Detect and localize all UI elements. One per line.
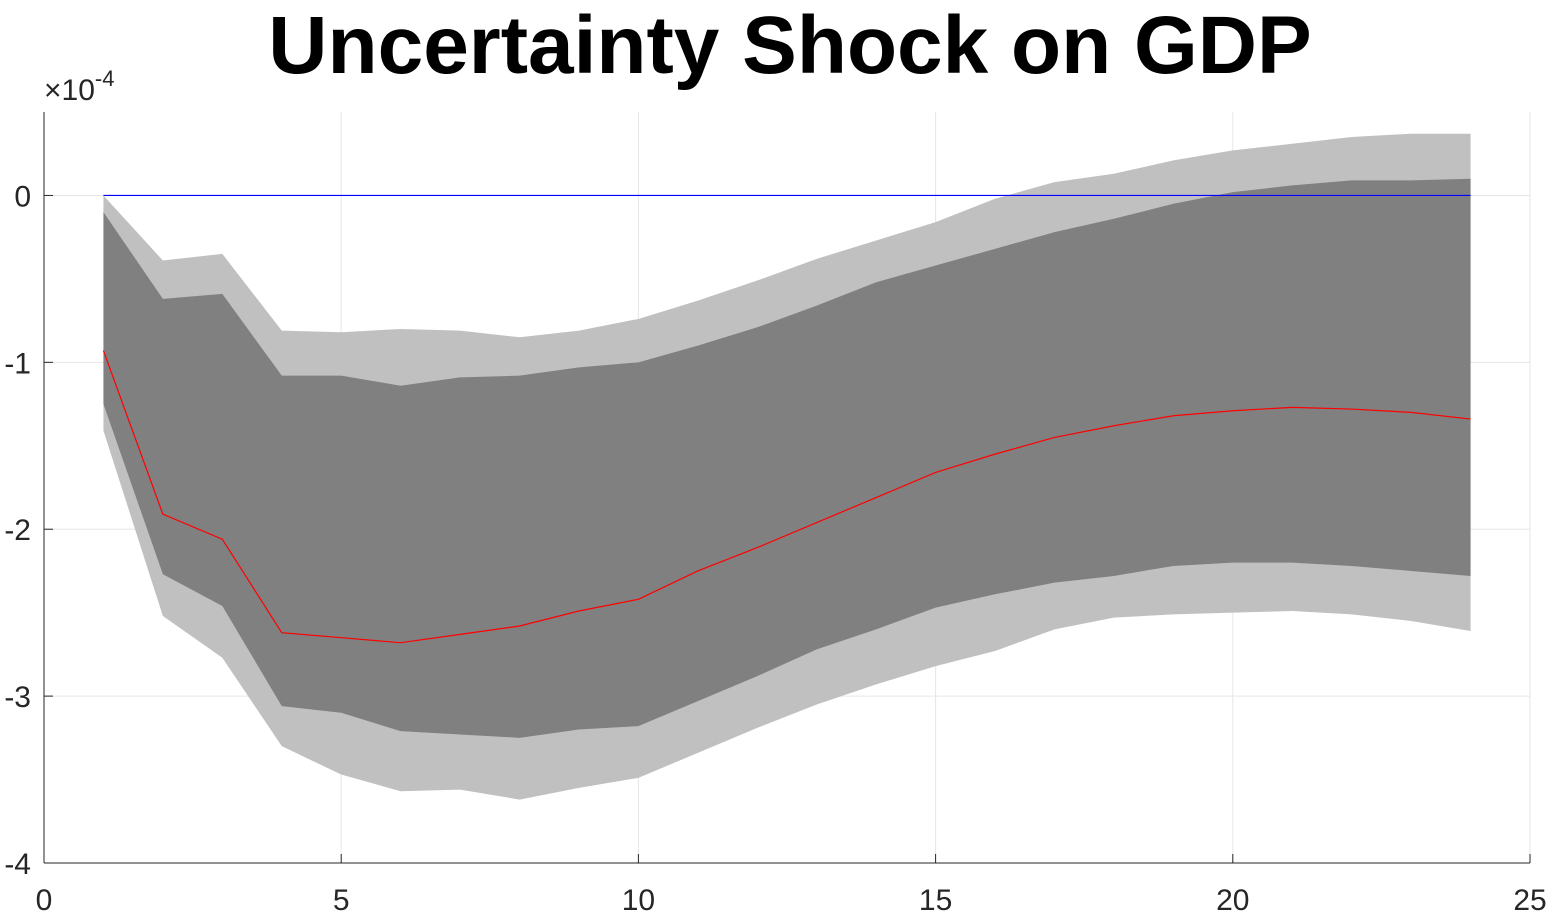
response-line: [102, 350, 1471, 644]
y-tick-label: -2: [4, 514, 31, 547]
y-tick-label: 0: [14, 180, 31, 213]
tick-labels: 0 5 10 15 20 25 -4 -3 -2 -1 0: [4, 180, 1546, 914]
x-tick-label: 20: [1216, 884, 1249, 914]
y-tick-label: -4: [4, 848, 31, 881]
y-multiplier-base: 10: [62, 74, 95, 107]
chart-title: Uncertainty Shock on GDP: [268, 0, 1311, 91]
y-axis-multiplier: ×10-4: [44, 66, 114, 107]
confidence-bands: [103, 133, 1471, 800]
y-multiplier-exponent: -4: [95, 66, 115, 91]
x-tick-label: 0: [36, 884, 53, 914]
y-multiplier-times: ×: [44, 74, 62, 107]
x-tick-label: 25: [1513, 884, 1546, 914]
y-tick-label: -3: [4, 681, 31, 714]
y-tick-label: -1: [4, 347, 31, 380]
x-tick-label: 5: [333, 884, 350, 914]
series-lines: [102, 194, 1471, 644]
x-tick-label: 15: [919, 884, 952, 914]
axes: [43, 112, 1531, 864]
inner-confidence-band: [103, 178, 1471, 738]
x-tick-label: 10: [622, 884, 655, 914]
